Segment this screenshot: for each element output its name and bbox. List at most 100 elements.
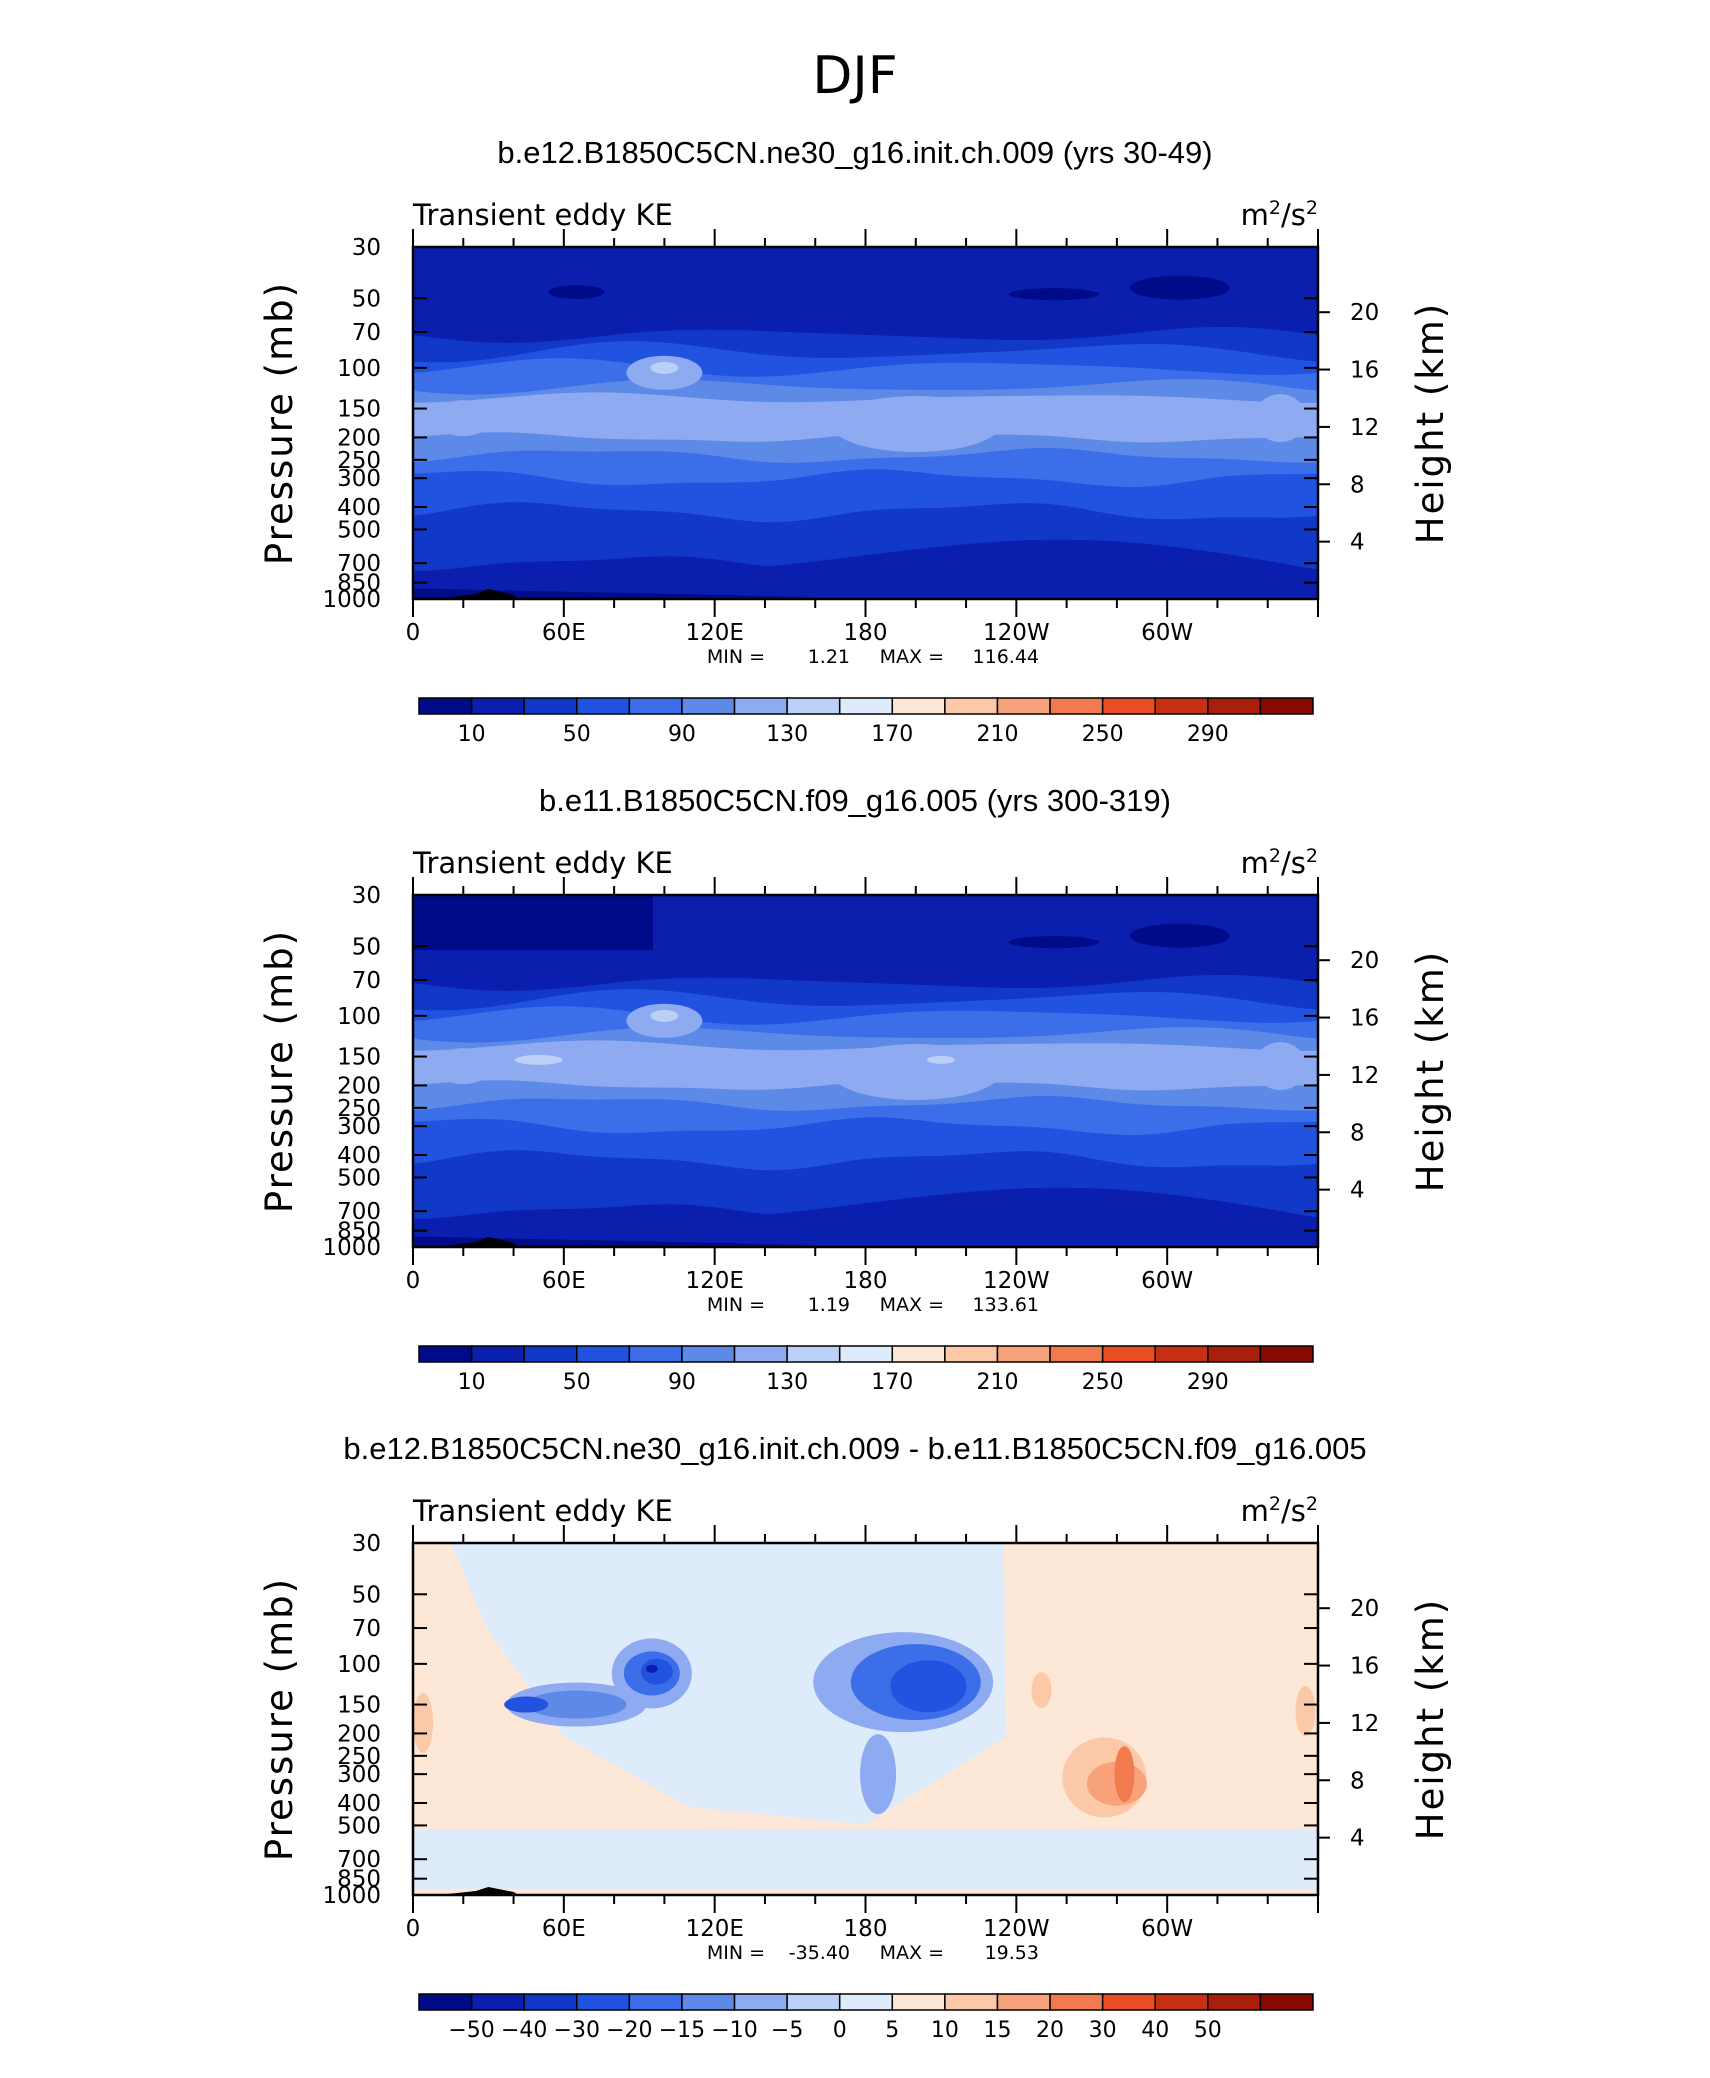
y-tick-label: 300: [337, 1114, 381, 1140]
y-tick-label: 200: [337, 1721, 381, 1747]
y-axis-label: Pressure (mb): [258, 1577, 301, 1861]
colorbar-swatch: [418, 1345, 473, 1363]
colorbar-swatch: [576, 1993, 631, 2011]
x-tick-label: 0: [406, 1916, 421, 1942]
y-tick-label: 50: [352, 286, 381, 312]
y-tick-label: 70: [352, 1616, 381, 1642]
colorbar-label: −10: [711, 2018, 757, 2043]
x-tick-label: 0: [406, 1268, 421, 1294]
colorbar-swatch: [628, 1993, 683, 2011]
colorbar: 10 50 90 130 170 210 250 290: [418, 697, 1314, 747]
contour-field: [413, 895, 1318, 1247]
colorbar: −50 −40 −30 −20 −15 −10 −5 0 5 10 15 20 30 40 50: [418, 1993, 1314, 2043]
colorbar-swatch: [418, 697, 473, 715]
y-tick-label: 400: [337, 495, 381, 521]
colorbar-swatch: [1049, 697, 1104, 715]
x-tick-label: 0: [406, 620, 421, 646]
panel-title: b.e12.B1850C5CN.ne30_g16.init.ch.009 - b…: [343, 1431, 1366, 1466]
colorbar-label: 210: [976, 722, 1018, 747]
colorbar-label: −30: [554, 2018, 600, 2043]
min-value: -35.40: [789, 1942, 850, 1964]
y-right-axis-label: Height (km): [1409, 950, 1452, 1192]
variable-label: Transient eddy KE: [412, 198, 673, 232]
colorbar-swatch: [786, 1345, 841, 1363]
colorbar-swatch: [681, 1993, 736, 2011]
max-value: 116.44: [973, 646, 1039, 668]
y-right-tick-label: 20: [1350, 300, 1379, 326]
y-tick-label: 30: [352, 1531, 381, 1557]
panel-title: b.e11.B1850C5CN.f09_g16.005 (yrs 300-319…: [539, 783, 1171, 818]
max-label: MAX =: [880, 646, 944, 668]
colorbar-swatch: [1154, 1993, 1209, 2011]
x-tick-label: 120W: [983, 1916, 1050, 1942]
x-tick-label: 120E: [685, 1268, 743, 1294]
panel-1: b.e12.B1850C5CN.ne30_g16.init.ch.009 (yr…: [258, 135, 1452, 747]
colorbar-swatch: [944, 1993, 999, 2011]
y-tick-label: 50: [352, 1582, 381, 1608]
y-tick-label: 50: [352, 934, 381, 960]
colorbar-label: −20: [606, 2018, 652, 2043]
min-value: 1.19: [808, 1294, 850, 1316]
y-right-tick-label: 8: [1350, 1768, 1365, 1794]
y-tick-label: 300: [337, 1762, 381, 1788]
colorbar-swatch: [944, 1345, 999, 1363]
y-tick-label: 700: [337, 1199, 381, 1225]
x-tick-label: 120E: [685, 1916, 743, 1942]
x-tick-label: 120W: [983, 620, 1050, 646]
colorbar-label: 90: [668, 722, 696, 747]
contour-field: [413, 1543, 1318, 1895]
y-tick-label: 150: [337, 397, 381, 423]
y-tick-label: 100: [337, 1004, 381, 1030]
y-tick-label: 300: [337, 466, 381, 492]
x-tick-label: 60W: [1141, 620, 1193, 646]
colorbar-swatch: [1101, 1345, 1156, 1363]
x-tick-label: 120W: [983, 1268, 1050, 1294]
colorbar-swatch: [681, 1345, 736, 1363]
max-label: MAX =: [880, 1294, 944, 1316]
y-tick-label: 250: [337, 1096, 381, 1122]
y-tick-label: 100: [337, 356, 381, 382]
colorbar-swatch: [470, 1345, 525, 1363]
colorbar-label: 10: [458, 722, 486, 747]
y-tick-label: 70: [352, 320, 381, 346]
colorbar: 10 50 90 130 170 210 250 290: [418, 1345, 1314, 1395]
colorbar-swatch: [1259, 1345, 1314, 1363]
colorbar-label: −15: [659, 2018, 705, 2043]
colorbar-swatch: [944, 697, 999, 715]
colorbar-label: 290: [1187, 1370, 1229, 1395]
colorbar-swatch: [1154, 697, 1209, 715]
colorbar-swatch: [838, 1993, 894, 2011]
colorbar-swatch: [628, 1345, 683, 1363]
x-tick-label: 60E: [542, 1916, 586, 1942]
x-tick-label: 180: [844, 620, 888, 646]
colorbar-label: 130: [766, 722, 808, 747]
colorbar-label: 15: [983, 2018, 1011, 2043]
colorbar-label: 170: [871, 722, 913, 747]
colorbar-swatch: [838, 697, 894, 715]
colorbar-label: 50: [1194, 2018, 1222, 2043]
y-right-tick-label: 4: [1350, 530, 1365, 556]
colorbar-label: 50: [563, 1370, 591, 1395]
y-tick-label: 1000: [322, 1235, 381, 1261]
colorbar-label: 50: [563, 722, 591, 747]
colorbar-swatch: [681, 697, 736, 715]
variable-label: Transient eddy KE: [412, 1494, 673, 1528]
colorbar-swatch: [891, 1993, 946, 2011]
y-tick-label: 30: [352, 883, 381, 909]
colorbar-swatch: [733, 697, 788, 715]
y-tick-label: 500: [337, 1165, 381, 1191]
colorbar-label: 10: [931, 2018, 959, 2043]
x-tick-label: 60W: [1141, 1268, 1193, 1294]
x-tick-label: 120E: [685, 620, 743, 646]
y-right-tick-label: 4: [1350, 1826, 1365, 1852]
colorbar-swatch: [733, 1993, 788, 2011]
x-tick-label: 60E: [542, 620, 586, 646]
contour-field: [413, 247, 1318, 599]
y-axis-label: Pressure (mb): [258, 929, 301, 1213]
colorbar-label: 210: [976, 1370, 1018, 1395]
colorbar-swatch: [1207, 1993, 1262, 2011]
y-right-tick-label: 16: [1350, 1654, 1379, 1680]
panel-2: b.e11.B1850C5CN.f09_g16.005 (yrs 300-319…: [258, 783, 1452, 1395]
max-value: 19.53: [985, 1942, 1039, 1964]
